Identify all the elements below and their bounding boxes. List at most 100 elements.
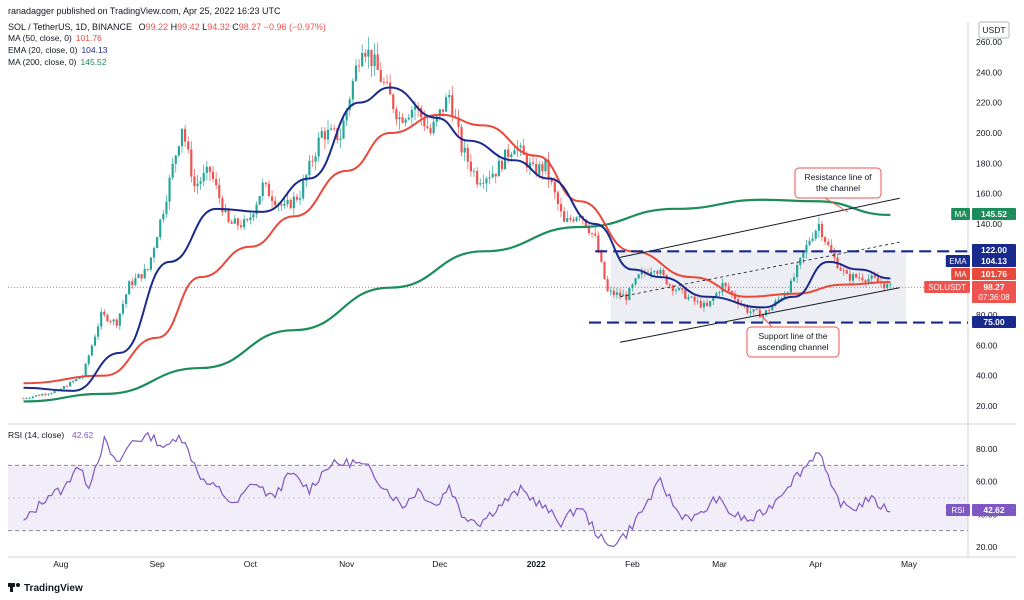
candle-body [867,278,870,283]
candle-body [808,240,811,245]
price-badge-tag-bg [924,281,970,293]
candle-body [469,161,472,172]
time-tick-label: Feb [625,559,640,569]
candle-body [476,171,479,185]
candle-body [295,196,299,200]
rsi-badge-tag-bg [946,504,970,517]
time-tick-label: Dec [432,559,448,569]
candle-body [261,182,264,196]
rsi-legend-label: RSI (14, close) [8,430,64,440]
candle-body [432,121,435,134]
candle-body [243,219,246,228]
candle-body [373,54,376,67]
candle-body [112,319,115,322]
candle-body [97,326,100,337]
candle-body [202,172,205,182]
candle-body [93,336,97,346]
candle-body [333,128,336,130]
published-text: ranadagger published on TradingView.com,… [8,6,281,16]
candle-body [634,278,637,285]
candle-body [196,183,199,187]
price-badge-countdown: 07:36:08 [978,293,1010,302]
candle-body [124,294,128,304]
candle-body [547,159,550,179]
resistance-callout-text: the channel [816,183,860,193]
candle-body [594,233,597,236]
candle-body [190,149,193,177]
candle-body [668,284,671,286]
candle-body [746,306,749,313]
candle-body [109,321,112,322]
candle-body [712,297,715,301]
support-callout-pointer [759,313,773,328]
ohlc-l-value: 94.32 [207,22,230,32]
candle-body [889,283,892,285]
price-badge-value: 101.76 [981,269,1007,279]
candle-body [398,117,401,120]
candle-body [870,275,873,279]
candle-body [106,314,109,322]
candle-body [587,226,591,233]
candle-body [519,145,522,148]
candle-body [323,131,326,140]
candle-body [308,160,311,176]
candle-body [705,302,709,307]
candle-body [802,252,805,258]
legend-ema20: EMA (20, close, 0) 104.13 [8,45,107,56]
candle-body [354,65,358,81]
candle-body [730,291,733,294]
candle-body [395,109,398,120]
candle-body [758,309,761,318]
candle-body [435,116,438,122]
support-line [619,287,900,343]
candle-body [737,299,740,304]
candle-body [444,97,448,112]
candle-body [224,209,227,213]
branding-text: TradingView [24,583,83,594]
legend-ma50-label: MA (50, close, 0) [8,33,72,43]
price-badge-bg [972,208,1016,220]
candle-body [451,95,454,118]
candle-body [485,178,488,184]
candle-body [851,274,855,281]
legend-ema20-label: EMA (20, close, 0) [8,45,78,55]
candle-body [640,271,643,275]
candle-body [22,398,25,400]
candle-body [62,386,66,389]
candle-body [37,395,41,397]
candle-body [584,219,587,227]
candle-body [364,52,367,57]
price-badge-tag: SOLUSDT [928,283,966,292]
candle-body [578,216,581,218]
candle-body [749,311,752,313]
price-badge-bg [972,244,1016,256]
resistance-callout-box [794,167,882,199]
candle-body [302,180,305,199]
candle-body [258,195,261,205]
candle-body [653,271,656,273]
price-tick-label: 200.00 [976,128,1002,138]
logo-stem [10,583,13,592]
candle-body [162,213,165,220]
candle-body [528,162,532,168]
candle-body [674,290,678,291]
candle-body [367,49,370,57]
candle-body [103,311,106,315]
candle-body [488,177,491,179]
candle-body [830,245,833,253]
candle-body [883,283,886,289]
candle-body [876,277,879,282]
candle-body [342,120,345,139]
candle-body [286,200,289,204]
price-badge-tag-bg [951,208,970,220]
candle-body [839,268,842,271]
candle-body [205,166,208,173]
candle-body [156,237,159,249]
candle-body [208,166,212,172]
ohlc-h-value: 99.42 [177,22,200,32]
ma50-line [23,113,891,385]
ohlc-h-label: H [170,22,178,32]
support-callout-text: Support line of the [759,331,828,341]
